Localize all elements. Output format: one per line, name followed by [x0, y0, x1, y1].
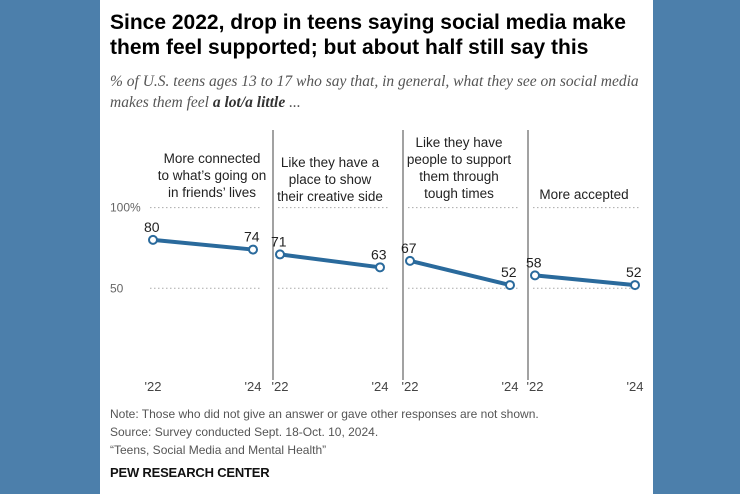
x-tick-label: '22 [402, 379, 419, 394]
data-label: 52 [501, 264, 517, 280]
series-line [408, 258, 512, 288]
data-point [530, 270, 540, 281]
panel-title-accepted: More accepted [539, 187, 629, 202]
x-tick-label: '24 [372, 379, 389, 394]
panel-title-creative: Like they have a place to show their cre… [277, 155, 383, 204]
y-tick-label: 100% [110, 201, 141, 215]
note-text: Note: Those who did not give an answer o… [110, 407, 539, 421]
subtitle-ellipsis: ... [285, 94, 301, 111]
data-point [148, 234, 158, 245]
data-point [405, 255, 415, 266]
data-point [630, 280, 640, 291]
panel-title-support: Like they have people to support them th… [406, 135, 512, 201]
data-label: 80 [144, 219, 160, 235]
data-point [505, 280, 515, 291]
data-label: 63 [371, 246, 387, 262]
chart-card: Since 2022, drop in teens saying social … [100, 0, 653, 494]
x-tick-label: '22 [527, 379, 544, 394]
x-tick-label: '24 [502, 379, 519, 394]
chart-title: Since 2022, drop in teens saying social … [110, 11, 626, 59]
source-text: Source: Survey conducted Sept. 18-Oct. 1… [110, 425, 379, 439]
data-point [275, 249, 285, 260]
data-label: 71 [271, 233, 287, 249]
data-label: 67 [401, 240, 417, 256]
x-tick-label: '24 [627, 379, 644, 394]
y-tick-label: 50 [110, 281, 124, 295]
panel-title-connected: More connected to what’s going on in fri… [157, 151, 267, 200]
chart-subtitle: % of U.S. teens ages 13 to 17 who say th… [110, 71, 650, 113]
data-label: 52 [626, 264, 642, 280]
subtitle-emphasis: a lot/a little [212, 94, 286, 111]
subtitle-text: % of U.S. teens ages 13 to 17 who say th… [110, 73, 639, 111]
data-point [375, 262, 385, 273]
x-tick-label: '22 [272, 379, 289, 394]
data-label: 58 [526, 254, 542, 270]
series-line [533, 273, 637, 288]
line-chart: 100% 50 80 74 '22 '24 71 63 '22 '24 67 52 '22 '24 58 52… [110, 130, 644, 394]
series-line [151, 237, 255, 252]
data-label: 74 [244, 229, 260, 245]
x-tick-label: '22 [145, 379, 162, 394]
data-point [248, 244, 258, 255]
pew-logo-text: PEW RESEARCH CENTER [110, 465, 270, 480]
x-tick-label: '24 [245, 379, 262, 394]
series-line [278, 252, 382, 270]
report-text: “Teens, Social Media and Mental Health” [110, 443, 327, 457]
